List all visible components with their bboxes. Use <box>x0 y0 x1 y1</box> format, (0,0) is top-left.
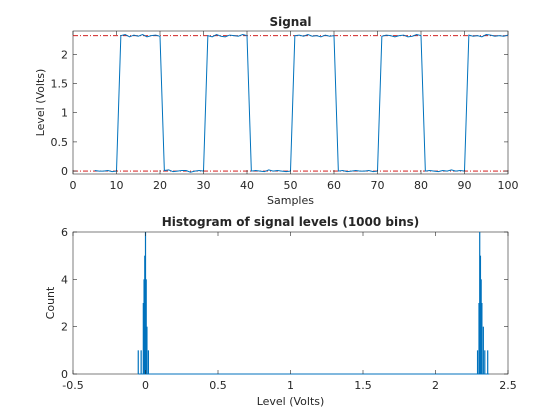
signal-x-tick-label: 40 <box>240 179 254 192</box>
signal-x-tick-label: 90 <box>458 179 472 192</box>
histogram-x-tick-label: 1 <box>287 379 294 392</box>
signal-y-tick-label: 0 <box>61 165 68 178</box>
signal-x-tick-label: 30 <box>197 179 211 192</box>
signal-x-tick-label: 50 <box>284 179 298 192</box>
signal-plot-area <box>72 30 509 175</box>
signal-ticks: 0 10 20 30 40 50 60 70 80 90 100 0 0.5 1 1.5 2 <box>51 31 519 192</box>
histogram-x-tick-label: 0 <box>142 379 149 392</box>
signal-y-tick-label: 2 <box>61 48 68 61</box>
histogram-y-axis-label: Count <box>44 286 57 319</box>
histogram-marks <box>137 232 490 375</box>
signal-x-tick-label: 70 <box>371 179 385 192</box>
signal-y-tick-label: 1.5 <box>51 78 69 91</box>
histogram-x-axis-label: Level (Volts) <box>257 395 325 408</box>
signal-x-axis-label: Samples <box>267 194 314 207</box>
signal-x-tick-label: 10 <box>110 179 124 192</box>
signal-y-tick-label: 0.5 <box>51 136 69 149</box>
signal-title: Signal <box>269 15 311 29</box>
signal-series-line <box>94 33 509 173</box>
signal-x-tick-label: 80 <box>414 179 428 192</box>
histogram-y-tick-label: 2 <box>61 321 68 334</box>
histogram-title: Histogram of signal levels (1000 bins) <box>162 215 420 229</box>
histogram-x-tick-label: 2 <box>432 379 439 392</box>
histogram-y-tick-label: 0 <box>61 368 68 381</box>
histogram-x-tick-label: 1.5 <box>354 379 372 392</box>
histogram-y-tick-label: 4 <box>61 273 68 286</box>
signal-x-tick-label: 60 <box>327 179 341 192</box>
histogram-x-tick-label: 2.5 <box>499 379 517 392</box>
signal-y-tick-label: 1 <box>61 107 68 120</box>
histogram-y-tick-label: 6 <box>61 226 68 239</box>
signal-x-tick-label: 100 <box>498 179 519 192</box>
signal-chart: 0 10 20 30 40 50 60 70 80 90 100 0 0.5 1 1.5 2 Signal S… <box>34 15 519 207</box>
signal-x-tick-label: 0 <box>70 179 77 192</box>
histogram-x-tick-label: -0.5 <box>62 379 83 392</box>
histogram-x-tick-label: 0.5 <box>209 379 227 392</box>
signal-x-tick-label: 20 <box>153 179 167 192</box>
signal-y-axis-label: Level (Volts) <box>34 69 47 137</box>
